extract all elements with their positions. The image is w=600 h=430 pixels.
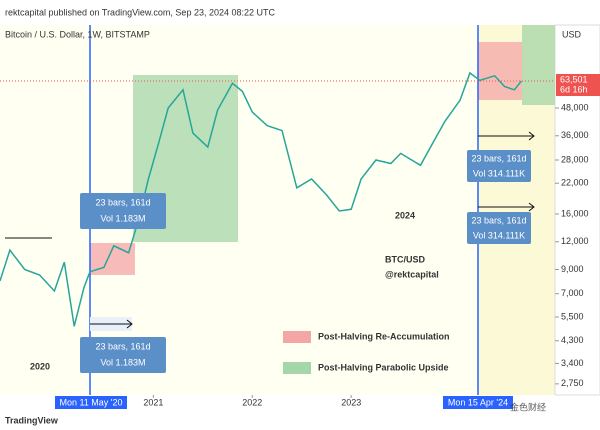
measure-box: [467, 150, 531, 182]
symbol: BTC/USD: [385, 254, 425, 264]
halving-label: Mon 15 Apr '24: [448, 397, 508, 407]
measure-vol: Vol 314.111K: [473, 168, 525, 178]
range-arrows: [5, 131, 535, 331]
currency: USD: [562, 29, 582, 39]
legend-label: Post-Halving Parabolic Upside: [318, 362, 449, 372]
y-tick-label: 36,000: [561, 130, 589, 140]
y-tick-label: 3,400: [561, 358, 584, 368]
y-tick-label: 7,000: [561, 288, 584, 298]
legend-swatch: [283, 331, 311, 343]
x-tick-label: 2022: [242, 397, 262, 407]
author: @rektcapital: [385, 269, 439, 279]
year-label: 2024: [395, 210, 415, 220]
measure-box: [467, 212, 531, 244]
price-tag-bg: [556, 74, 600, 96]
price-tag: 63,501: [560, 74, 588, 84]
y-tick-label: 9,000: [561, 264, 584, 274]
y-tick-label: 22,000: [561, 178, 589, 188]
measure-bars: 23 bars, 161d: [95, 341, 150, 351]
chart-title: Bitcoin / U.S. Dollar, 1W, BITSTAMP: [5, 29, 150, 39]
y-tick-label: 28,000: [561, 154, 589, 164]
measure-box: [80, 337, 166, 373]
measure-bars: 23 bars, 161d: [95, 197, 150, 207]
measure-bars: 23 bars, 161d: [471, 215, 526, 225]
y-tick-label: 2,750: [561, 378, 584, 388]
halving-label-bg: [443, 396, 513, 409]
price-line: [0, 71, 522, 327]
time-axis: [0, 395, 555, 410]
watermark: 金色财经: [510, 401, 546, 412]
measure-bars: 23 bars, 161d: [471, 153, 526, 163]
reaccumulation-zone: [478, 42, 522, 100]
measure-vol: Vol 314.111K: [473, 230, 525, 240]
halving-label-bg: [55, 396, 127, 409]
y-tick-label: 48,000: [561, 102, 589, 112]
y-tick-label: 5,500: [561, 311, 584, 321]
legend-label: Post-Halving Re-Accumulation: [318, 331, 450, 341]
countdown: 6d 16h: [560, 84, 588, 94]
x-tick-label: 2023: [341, 397, 361, 407]
parabolic-zone: [522, 25, 555, 105]
year-label: 2020: [30, 361, 50, 371]
measure-vol: Vol 1.183M: [100, 213, 145, 223]
y-tick-label: 4,300: [561, 335, 584, 345]
measure-vol: Vol 1.183M: [100, 357, 145, 367]
halving-label: Mon 11 May '20: [59, 397, 122, 407]
y-tick-label: 16,000: [561, 208, 589, 218]
y-tick-label: 12,000: [561, 236, 589, 246]
measure-box: [80, 193, 166, 229]
brand: TradingView: [5, 415, 59, 425]
publisher: rektcapital published on TradingView.com…: [5, 7, 276, 17]
x-tick-label: 2021: [143, 397, 163, 407]
legend-swatch: [283, 362, 311, 374]
